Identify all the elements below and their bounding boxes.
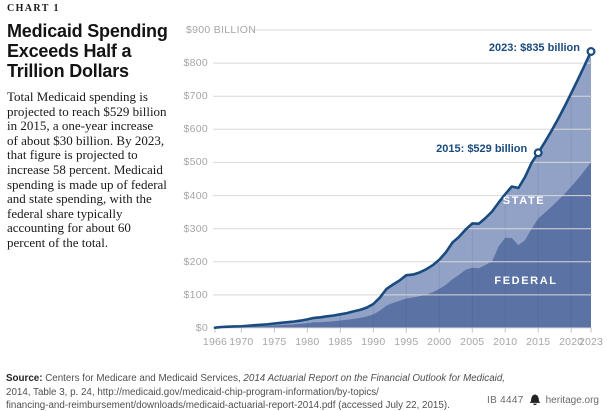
title-line-2: Exceeds Half a: [7, 41, 132, 61]
data-marker-2015: [533, 148, 543, 158]
data-marker-2023: [586, 46, 596, 56]
federal-area: [215, 162, 591, 328]
total-spending-line: [213, 50, 593, 329]
page-title: Medicaid Spending Exceeds Half a Trillio…: [7, 21, 177, 81]
chart-kicker: CHART 1: [7, 3, 60, 14]
left-column: CHART 1 Medicaid Spending Exceeds Half a…: [7, 3, 177, 251]
source-line-2: 2014, Table 3, p. 24, http://medicaid.go…: [6, 386, 379, 398]
source-note: Source: Centers for Medicare and Medicai…: [6, 372, 576, 411]
heritage-bell-icon: [529, 394, 540, 406]
site-link: heritage.org: [545, 394, 599, 406]
title-line-3: Trillion Dollars: [7, 61, 129, 81]
chart-description: Total Medicaid spending is projected to …: [7, 89, 167, 250]
footer-brand: IB 4447 heritage.org: [487, 394, 599, 406]
source-text-regular: Centers for Medicare and Medicaid Servic…: [42, 373, 244, 384]
source-report-title: 2014 Actuarial Report on the Financial O…: [243, 373, 505, 384]
source-line-3: financing-and-reimbursement/downloads/me…: [6, 400, 450, 411]
issue-brief-number: IB 4447: [487, 394, 524, 406]
source-line-1: Source: Centers for Medicare and Medicai…: [6, 372, 576, 386]
title-line-1: Medicaid Spending: [7, 21, 168, 41]
source-label: Source:: [6, 373, 43, 384]
